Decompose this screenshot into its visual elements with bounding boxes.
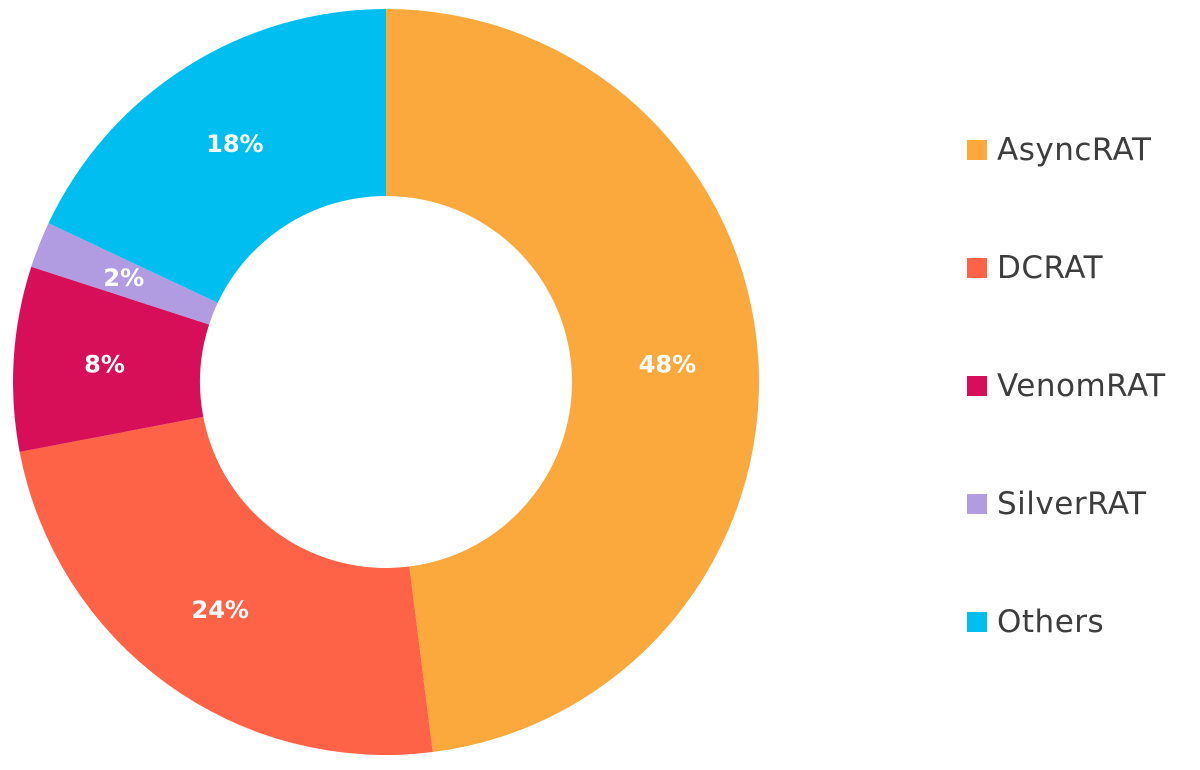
- slice-others: [48, 9, 386, 303]
- legend-item-silverrat: SilverRAT: [967, 484, 1147, 524]
- legend-label-others: Others: [997, 604, 1105, 640]
- legend-item-others: Others: [967, 602, 1104, 642]
- legend-swatch-silverrat: [967, 494, 987, 514]
- donut-value-labels: 48% 24% 8% 2% 18%: [84, 130, 696, 624]
- slice-silverrat: [31, 223, 218, 325]
- slice-value-label-dcrat: 24%: [192, 596, 249, 624]
- slice-value-label-others: 18%: [206, 130, 263, 158]
- legend-swatch-others: [967, 612, 987, 632]
- legend-swatch-venomrat: [967, 376, 987, 396]
- slice-dcrat: [19, 416, 433, 755]
- legend-label-dcrat: DCRAT: [997, 250, 1104, 286]
- legend-label-asyncrat: AsyncRAT: [997, 132, 1152, 168]
- legend-item-asyncrat: AsyncRAT: [967, 130, 1151, 170]
- slice-value-label-asyncrat: 48%: [639, 350, 696, 378]
- legend-swatch-dcrat: [967, 258, 987, 278]
- slice-venomrat: [12, 266, 210, 452]
- slice-asyncrat: [386, 8, 760, 753]
- slice-value-label-silverrat: 2%: [103, 264, 144, 292]
- slice-value-label-venomrat: 8%: [84, 350, 125, 378]
- legend-item-venomrat: VenomRAT: [967, 366, 1166, 406]
- legend-swatch-asyncrat: [967, 140, 987, 160]
- donut-slices: [12, 8, 760, 755]
- legend-item-dcrat: DCRAT: [967, 248, 1103, 288]
- legend-label-venomrat: VenomRAT: [997, 368, 1166, 404]
- legend-label-silverrat: SilverRAT: [997, 486, 1147, 522]
